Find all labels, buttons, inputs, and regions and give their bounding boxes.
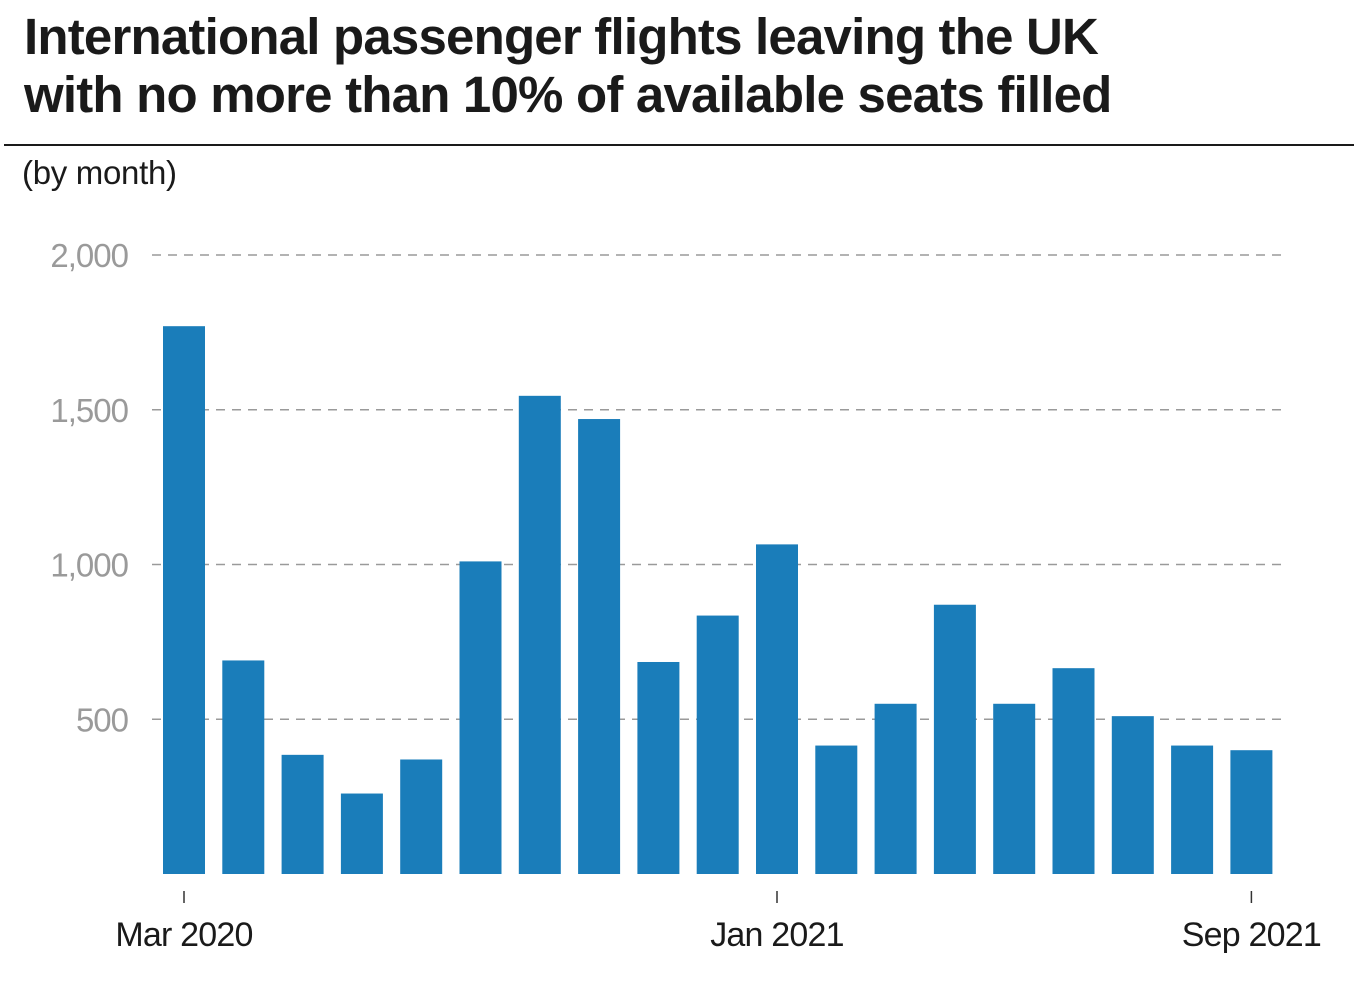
- bar: [637, 661, 680, 874]
- bar: [1230, 750, 1273, 874]
- y-axis: 500 1,000 1,500 2,000: [50, 237, 129, 738]
- bars: [163, 326, 1273, 874]
- y-tick-label: 1,500: [50, 392, 128, 429]
- bar: [578, 419, 621, 874]
- y-tick-label: 1,000: [50, 547, 128, 584]
- x-tick-label: Jan 2021: [710, 916, 844, 954]
- bar: [756, 544, 798, 874]
- bar: [518, 395, 561, 874]
- bar: [874, 703, 917, 874]
- x-axis: Mar 2020 Jan 2021 Sep 2021: [115, 891, 1322, 954]
- bar: [459, 561, 502, 874]
- chart-subtitle: (by month): [22, 154, 177, 191]
- chart-title: International passenger flights leaving …: [24, 8, 1112, 123]
- y-tick-label: 500: [76, 701, 129, 738]
- bar: [993, 703, 1036, 874]
- bar: [222, 660, 265, 874]
- x-tick-label: Sep 2021: [1182, 916, 1321, 954]
- bar: [1052, 668, 1095, 874]
- bar: [815, 745, 858, 874]
- bar: [400, 759, 443, 874]
- y-tick-label: 2,000: [50, 237, 128, 274]
- bar: [696, 615, 739, 874]
- title-rule: [4, 144, 1354, 146]
- bar: [1111, 716, 1154, 874]
- bar: [340, 793, 383, 874]
- bar: [281, 754, 324, 874]
- bar: [163, 326, 205, 874]
- x-tick-label: Mar 2020: [115, 916, 252, 954]
- bar: [1171, 745, 1214, 874]
- bar: [933, 604, 976, 874]
